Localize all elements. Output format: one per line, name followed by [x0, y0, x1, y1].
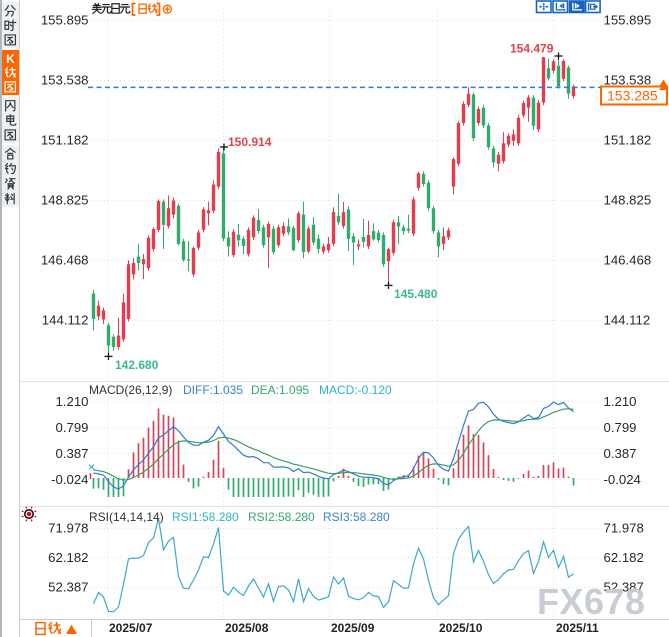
svg-text:155.895: 155.895 — [41, 13, 89, 28]
svg-text:153.538: 153.538 — [604, 73, 652, 88]
svg-text:0.799: 0.799 — [604, 420, 637, 435]
svg-text:153.285: 153.285 — [607, 88, 658, 104]
svg-text:151.182: 151.182 — [604, 133, 652, 148]
svg-text:RSI(14,14,14): RSI(14,14,14) — [89, 510, 164, 524]
svg-text:1.210: 1.210 — [604, 394, 637, 409]
svg-text:144.112: 144.112 — [42, 313, 89, 328]
svg-text:-0.024: -0.024 — [604, 472, 641, 487]
svg-text:52.387: 52.387 — [48, 580, 88, 595]
svg-text:FX678: FX678 — [537, 581, 646, 622]
svg-text:151.182: 151.182 — [41, 133, 89, 148]
svg-text:2025/08: 2025/08 — [225, 621, 269, 635]
svg-text:2025/09: 2025/09 — [331, 621, 375, 635]
svg-text:RSI3:58.280: RSI3:58.280 — [323, 510, 390, 524]
svg-text:2025/11: 2025/11 — [556, 621, 599, 635]
svg-text:150.914: 150.914 — [228, 135, 272, 149]
svg-text:71.978: 71.978 — [48, 521, 88, 536]
svg-text:144.112: 144.112 — [604, 313, 651, 328]
svg-text:MACD:-0.120: MACD:-0.120 — [319, 383, 392, 397]
svg-text:K: K — [6, 52, 15, 66]
svg-text:142.680: 142.680 — [115, 358, 159, 372]
svg-text:-0.024: -0.024 — [51, 472, 88, 487]
svg-text:52.387: 52.387 — [604, 580, 644, 595]
svg-text:DEA:1.095: DEA:1.095 — [251, 383, 309, 397]
svg-text:146.468: 146.468 — [41, 253, 89, 268]
svg-text:2025/07: 2025/07 — [109, 621, 153, 635]
svg-text:146.468: 146.468 — [604, 253, 652, 268]
svg-text:0.387: 0.387 — [604, 446, 637, 461]
svg-text:2025/10: 2025/10 — [439, 621, 483, 635]
svg-text:RSI2:58.280: RSI2:58.280 — [248, 510, 315, 524]
svg-text:RSI1:58.280: RSI1:58.280 — [172, 510, 239, 524]
svg-text:148.825: 148.825 — [604, 193, 652, 208]
svg-text:145.480: 145.480 — [394, 287, 438, 301]
svg-text:155.895: 155.895 — [604, 13, 652, 28]
svg-text:0.799: 0.799 — [55, 420, 88, 435]
svg-text:MACD(26,12,9): MACD(26,12,9) — [89, 383, 172, 397]
svg-text:62.182: 62.182 — [48, 550, 88, 565]
svg-text:1.210: 1.210 — [55, 394, 88, 409]
svg-text:148.825: 148.825 — [41, 193, 89, 208]
svg-text:71.978: 71.978 — [604, 521, 644, 536]
svg-text:0.387: 0.387 — [55, 446, 88, 461]
svg-text:153.538: 153.538 — [41, 73, 89, 88]
svg-text:62.182: 62.182 — [604, 550, 644, 565]
svg-text:DIFF:1.035: DIFF:1.035 — [183, 383, 243, 397]
svg-text:154.479: 154.479 — [510, 42, 554, 56]
